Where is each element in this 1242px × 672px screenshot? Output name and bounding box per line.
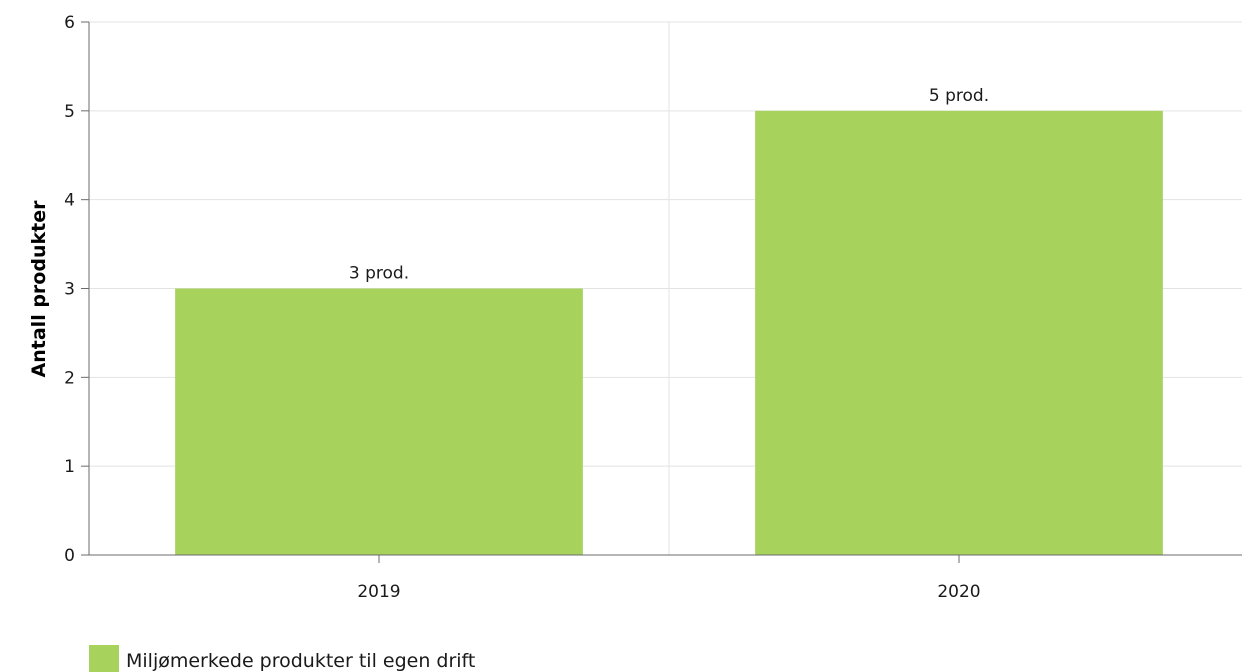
x-tick-labels: 2019 2020 — [357, 582, 980, 602]
legend-label: Miljømerkede produkter til egen drift — [126, 650, 475, 672]
bar-2019 — [175, 288, 583, 555]
y-tick-label: 5 — [64, 102, 75, 122]
y-tick-label: 1 — [64, 457, 75, 477]
data-label-2019: 3 prod. — [349, 264, 409, 284]
bars — [175, 110, 1163, 555]
y-tick-label: 6 — [64, 13, 75, 33]
data-labels: 3 prod. 5 prod. — [349, 86, 989, 284]
bar-2020 — [755, 110, 1163, 555]
x-tick-label-2019: 2019 — [357, 582, 400, 602]
y-tick-label: 0 — [64, 546, 75, 566]
y-axis-title: Antall produkter — [28, 200, 50, 378]
legend[interactable]: Miljømerkede produkter til egen drift — [89, 645, 475, 672]
x-tick-label-2020: 2020 — [937, 582, 980, 602]
y-tick-label: 2 — [64, 368, 75, 388]
data-label-2020: 5 prod. — [929, 86, 989, 106]
y-tick-label: 3 — [64, 280, 75, 300]
legend-swatch — [89, 645, 119, 672]
y-tick-label: 4 — [64, 191, 75, 211]
y-tick-labels: 0 1 2 3 4 5 6 — [64, 13, 75, 566]
axes — [81, 21, 1242, 563]
